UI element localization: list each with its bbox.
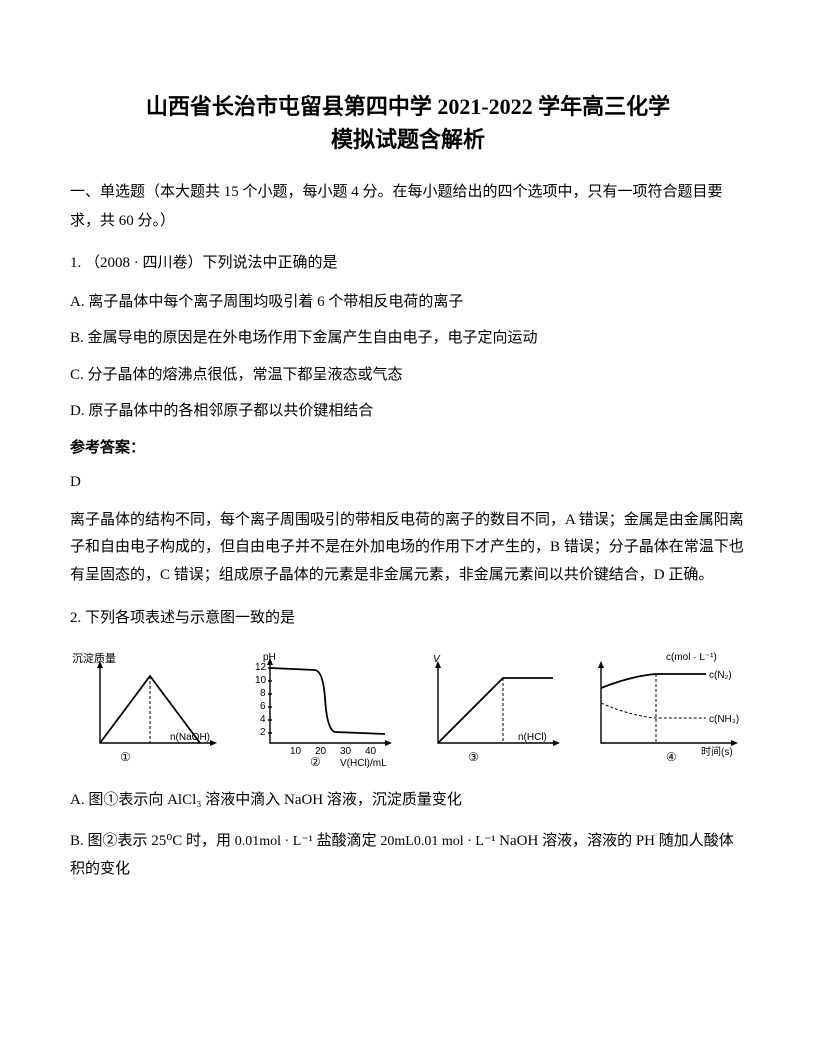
chart4-xlabel: 时间(s) [701, 745, 733, 758]
chart4-ylabel: c(mol · L⁻¹) [666, 652, 717, 663]
q1-explanation: 离子晶体的结构不同，每个离子周围吸引的带相反电荷的离子的数目不同，A 错误；金属… [70, 507, 746, 590]
chart2-xlabel: V(HCl)/mL [340, 758, 387, 768]
chart2-curve [270, 668, 385, 734]
arrow-icon [553, 740, 560, 746]
chart1-xlabel: n(NaOH) [170, 732, 210, 743]
chart4-label2: c(NH₃) [709, 714, 739, 725]
chart1-ylabel: 沉淀质量 [72, 651, 116, 665]
q1-option-a: A. 离子晶体中每个离子周围均吸引着 6 个带相反电荷的离子 [70, 288, 746, 317]
chart2-xtick: 40 [365, 746, 377, 757]
q1-answer: D [70, 468, 746, 497]
arrow-icon [598, 661, 604, 668]
chart2-tick: 4 [260, 714, 266, 725]
answer-label: 参考答案： [70, 434, 746, 463]
chart2-tick: 8 [260, 688, 266, 699]
section-header: 一、单选题（本大题共 15 个小题，每小题 4 分。在每小题给出的四个选项中，只… [70, 178, 746, 235]
q2-option-a: A. 图①表示向 AlCl₃ 溶液中滴入 NaOH 溶液，沉淀质量变化 [70, 786, 746, 815]
q2-stem: 2. 下列各项表述与示意图一致的是 [70, 604, 746, 633]
q2b-formula-1: 0.01mol · L⁻¹ [235, 834, 313, 849]
chart-4-svg: c(mol · L⁻¹) c(N₂) c(NH₃) 时间(s) ④ [576, 648, 746, 768]
chart2-tick: 10 [255, 675, 267, 686]
charts-row: 沉淀质量 n(NaOH) ① pH 12 10 8 6 4 2 [70, 648, 746, 768]
q2b-mid: 盐酸滴定 [317, 833, 377, 849]
chart4-curve-bottom [601, 703, 706, 718]
chart2-tick: 2 [260, 727, 266, 738]
chart1-axes [100, 663, 215, 743]
q2-option-b: B. 图②表示 25⁰C 时，用 0.01mol · L⁻¹ 盐酸滴定 20mL… [70, 827, 746, 884]
chart-1: 沉淀质量 n(NaOH) ① [70, 648, 227, 768]
arrow-icon [731, 740, 738, 746]
chart3-xlabel: n(HCl) [518, 732, 547, 743]
chart2-axes [270, 660, 390, 743]
q1-option-d: D. 原子晶体中的各相邻原子都以共价键相结合 [70, 397, 746, 426]
page-title: 山西省长治市屯留县第四中学 2021-2022 学年高三化学 模拟试题含解析 [70, 90, 746, 156]
chart2-tick: 12 [255, 662, 267, 673]
title-line-2: 模拟试题含解析 [70, 123, 746, 156]
arrow-icon [210, 740, 217, 746]
chart2-xtick: 10 [290, 746, 302, 757]
chart4-curve-top [601, 674, 706, 688]
chart4-num: ④ [666, 750, 677, 764]
chart3-axes [438, 663, 558, 743]
chart2-xtick: 30 [340, 746, 352, 757]
chart4-label1: c(N₂) [709, 670, 732, 681]
chart-3: V n(HCl) ③ [408, 648, 568, 768]
chart2-tick: 6 [260, 701, 266, 712]
chart1-num: ① [120, 750, 131, 764]
q2b-formula-2: 20mL0.01 mol · L⁻¹ [380, 834, 495, 849]
q1-option-c: C. 分子晶体的熔沸点很低，常温下都呈液态或气态 [70, 361, 746, 390]
arrow-icon [385, 740, 392, 746]
q2b-pre: B. 图②表示 25⁰C 时，用 [70, 833, 231, 849]
chart3-num: ③ [468, 750, 479, 764]
chart-4: c(mol · L⁻¹) c(N₂) c(NH₃) 时间(s) ④ [576, 648, 746, 768]
q1-option-b: B. 金属导电的原因是在外电场作用下金属产生自由电子，电子定向运动 [70, 324, 746, 353]
title-line-1: 山西省长治市屯留县第四中学 2021-2022 学年高三化学 [70, 90, 746, 123]
chart-3-svg: V n(HCl) ③ [408, 648, 568, 768]
chart-2: pH 12 10 8 6 4 2 10 20 30 40 V(HCl)/mL ② [235, 648, 400, 768]
chart-1-svg: 沉淀质量 n(NaOH) ① [70, 648, 225, 768]
q1-stem: 1. （2008 · 四川卷）下列说法中正确的是 [70, 249, 746, 278]
chart2-num: ② [310, 755, 321, 768]
chart-2-svg: pH 12 10 8 6 4 2 10 20 30 40 V(HCl)/mL ② [235, 648, 400, 768]
